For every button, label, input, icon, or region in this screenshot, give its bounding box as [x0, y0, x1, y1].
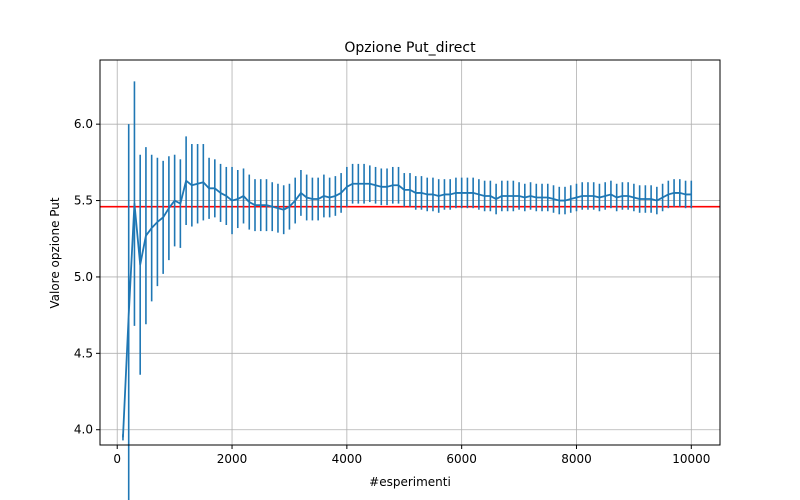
x-tick-label: 6000 — [446, 452, 477, 466]
x-tick-label: 10000 — [672, 452, 710, 466]
y-tick-label: 5.0 — [74, 270, 93, 284]
chart-title: Opzione Put_direct — [344, 40, 476, 56]
y-tick-label: 4.0 — [74, 423, 93, 437]
grid — [100, 60, 720, 445]
y-axis: 4.0 4.5 5.0 5.5 6.0 — [74, 117, 100, 437]
y-tick-label: 5.5 — [74, 194, 93, 208]
series-line-layer — [122, 179, 692, 438]
plot-frame — [99, 59, 721, 446]
series-line — [122, 179, 692, 438]
error-bars — [122, 81, 693, 500]
x-tick-label: 8000 — [561, 452, 592, 466]
x-axis: 0 2000 4000 6000 8000 10000 — [113, 445, 710, 466]
y-axis-title: Valore opzione Put — [48, 197, 62, 309]
x-tick-label: 4000 — [332, 452, 363, 466]
x-tick-label: 0 — [113, 452, 121, 466]
y-tick-label: 4.5 — [74, 346, 93, 360]
x-axis-title: #esperimenti — [369, 475, 451, 489]
y-tick-label: 6.0 — [74, 117, 93, 131]
x-tick-label: 2000 — [217, 452, 248, 466]
